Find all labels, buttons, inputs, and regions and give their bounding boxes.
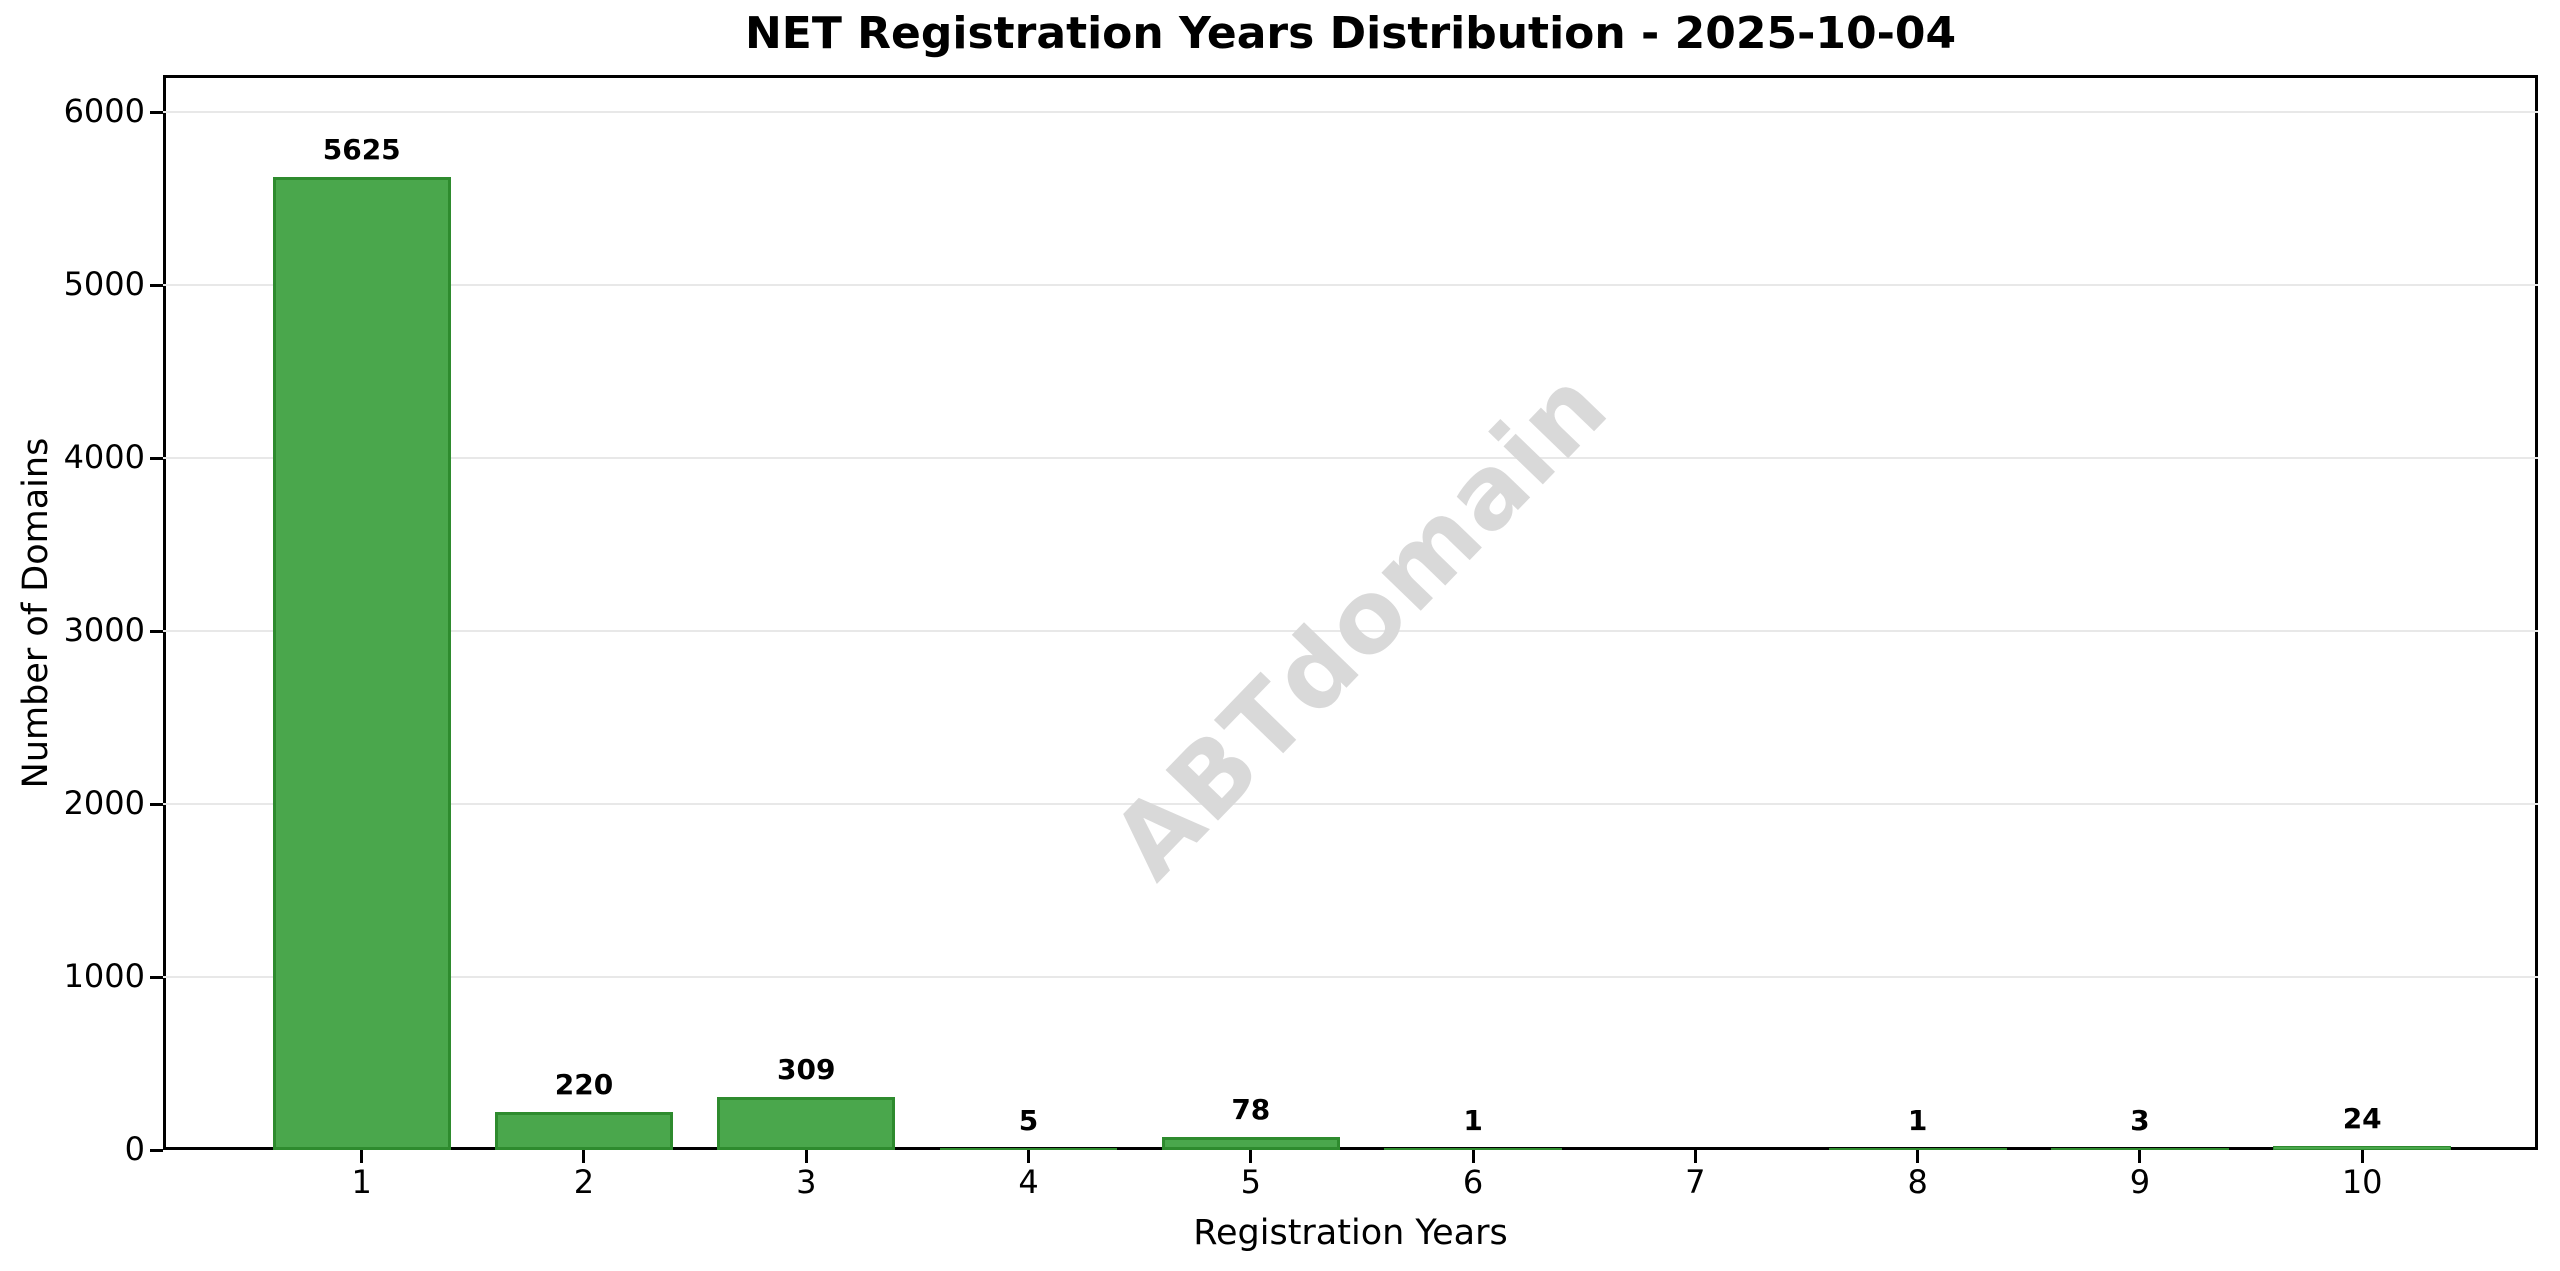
x-tick-label: 6 xyxy=(1462,1163,1484,1201)
x-tick-label: 5 xyxy=(1240,1163,1261,1201)
gridline xyxy=(163,284,2538,287)
y-tick-label: 6000 xyxy=(63,92,145,131)
x-tick-mark xyxy=(360,1150,364,1163)
gridline xyxy=(163,111,2538,114)
x-tick-mark xyxy=(1471,1150,1475,1163)
bar-value-label: 5625 xyxy=(322,132,401,166)
bar xyxy=(495,1111,673,1150)
bar xyxy=(2273,1145,2452,1150)
y-tick-mark xyxy=(150,975,163,979)
y-tick-mark xyxy=(150,1148,163,1152)
y-tick-label: 3000 xyxy=(63,611,145,650)
bar-value-label: 24 xyxy=(2342,1101,2382,1135)
bar xyxy=(1828,1148,2007,1150)
x-tick-mark xyxy=(1249,1150,1253,1163)
bar-value-label: 1 xyxy=(1907,1104,1928,1137)
x-tick-label: 1 xyxy=(351,1163,372,1201)
bar xyxy=(2050,1148,2229,1150)
y-tick-label: 2000 xyxy=(63,784,145,823)
x-axis-label: Registration Years xyxy=(1193,1213,1508,1253)
x-tick-mark xyxy=(2360,1150,2364,1163)
bar-value-label: 309 xyxy=(777,1052,836,1086)
gridline xyxy=(163,630,2538,632)
gridline xyxy=(163,803,2538,805)
bar-value-label: 3 xyxy=(2130,1104,2150,1137)
y-tick-mark xyxy=(150,629,163,633)
y-axis-label: Number of Domains xyxy=(16,437,56,789)
y-tick-mark xyxy=(150,110,163,114)
y-tick-mark xyxy=(150,456,163,460)
y-tick-label: 0 xyxy=(124,1130,145,1169)
y-tick-label: 1000 xyxy=(63,957,145,996)
y-tick-mark xyxy=(150,802,163,806)
bar-value-label: 1 xyxy=(1463,1104,1483,1137)
x-tick-mark xyxy=(1916,1150,1920,1163)
bar-value-label: 220 xyxy=(554,1067,614,1101)
x-tick-mark xyxy=(804,1150,808,1163)
x-tick-label: 8 xyxy=(1907,1163,1928,1201)
chart-title: NET Registration Years Distribution - 20… xyxy=(744,8,1957,59)
y-tick-mark xyxy=(150,283,163,287)
x-tick-label: 10 xyxy=(2341,1163,2383,1201)
x-tick-label: 7 xyxy=(1685,1163,1706,1201)
y-tick-label: 4000 xyxy=(63,438,145,477)
x-tick-mark xyxy=(1027,1150,1031,1163)
bar xyxy=(1161,1136,1340,1150)
gridline xyxy=(163,457,2538,459)
x-tick-label: 4 xyxy=(1018,1163,1039,1201)
x-tick-label: 9 xyxy=(2129,1163,2151,1201)
x-tick-label: 3 xyxy=(796,1163,817,1201)
bar xyxy=(272,176,451,1150)
bar xyxy=(939,1148,1118,1150)
plot-area xyxy=(163,75,2538,1150)
bar-value-label: 78 xyxy=(1231,1092,1271,1126)
x-tick-mark xyxy=(582,1150,586,1163)
gridline xyxy=(163,976,2538,978)
y-tick-label: 5000 xyxy=(63,265,145,304)
x-tick-label: 2 xyxy=(573,1163,595,1201)
x-tick-mark xyxy=(1693,1150,1697,1163)
bar xyxy=(1384,1148,1562,1150)
bar-value-label: 5 xyxy=(1018,1104,1039,1137)
bar xyxy=(717,1096,896,1150)
x-tick-mark xyxy=(2138,1150,2142,1163)
